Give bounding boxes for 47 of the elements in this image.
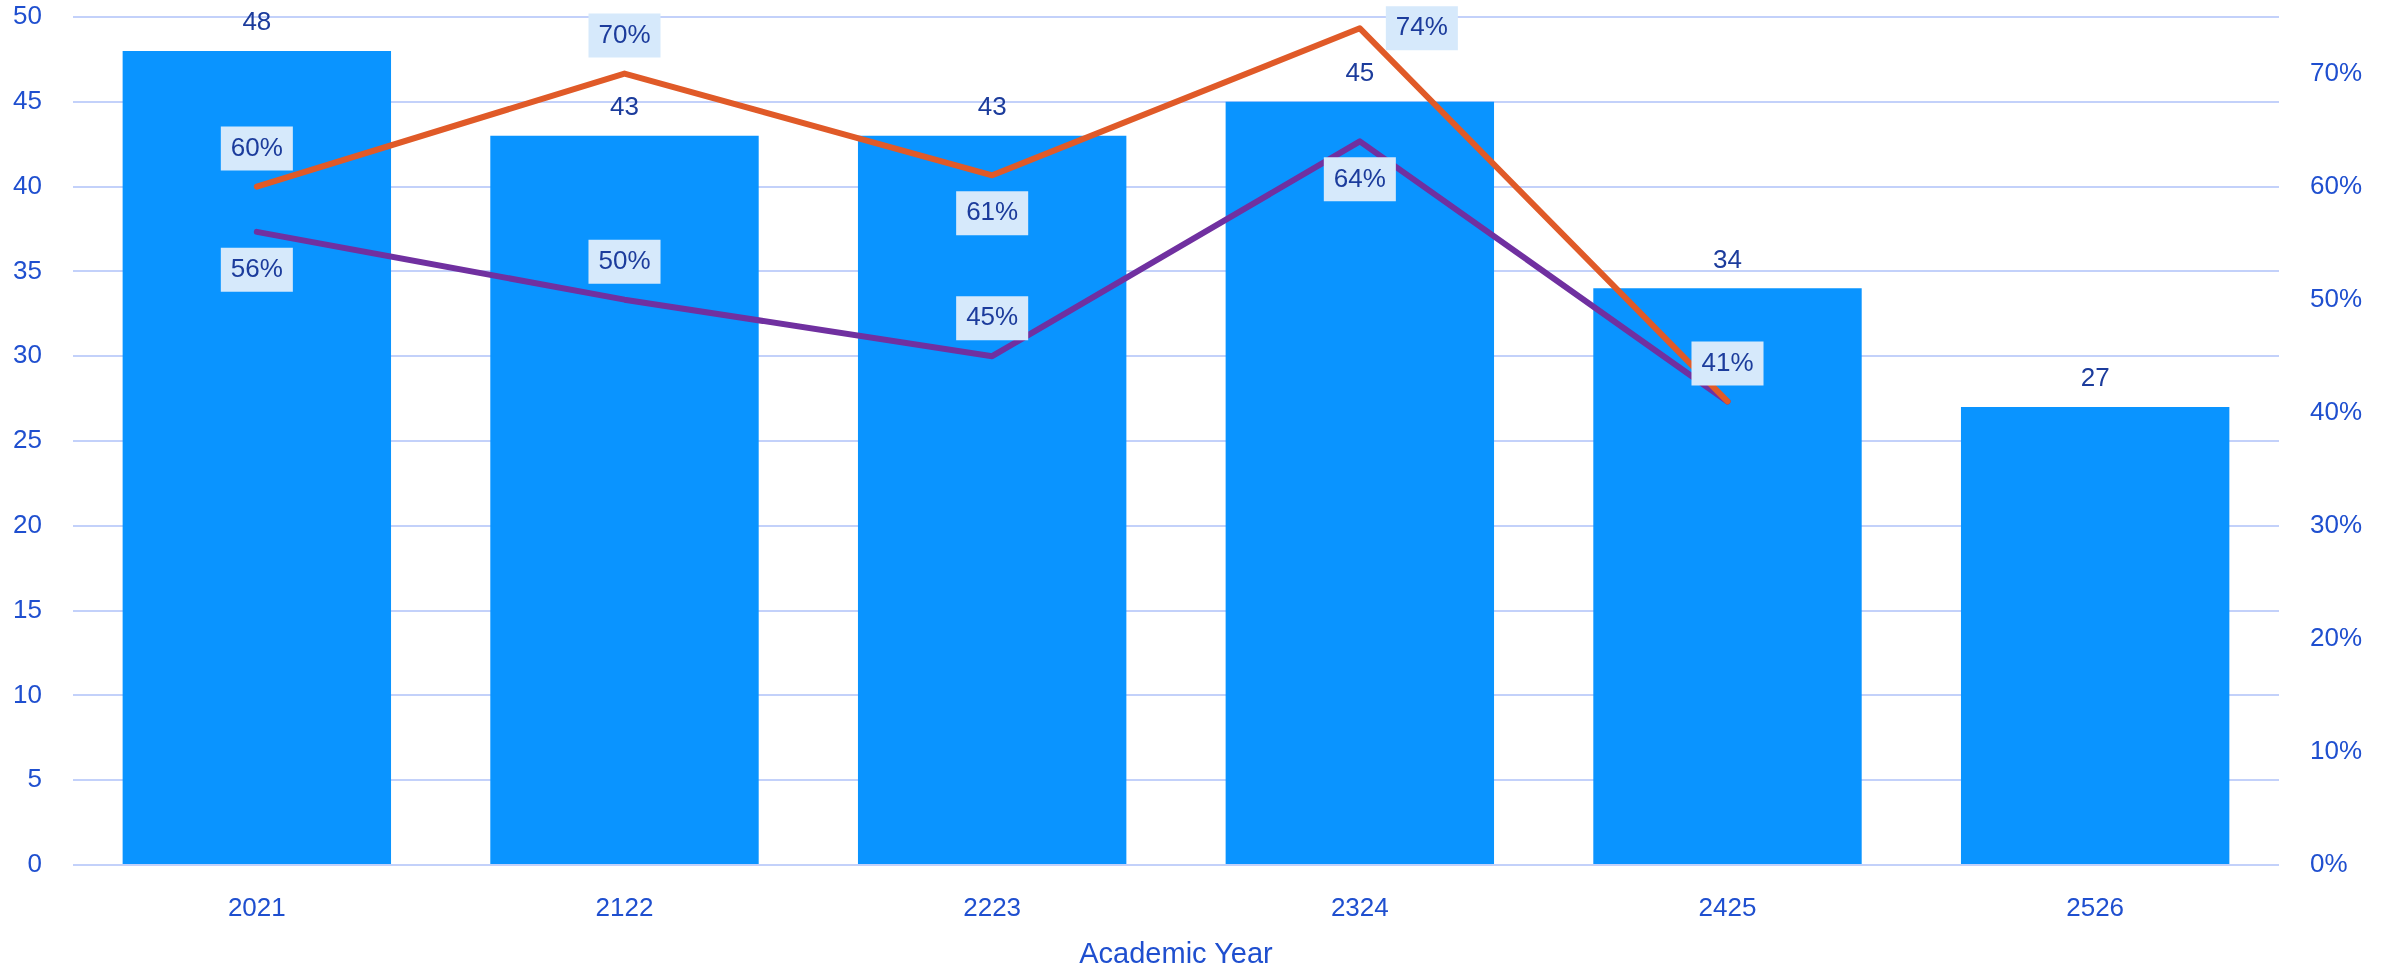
x-tick-label: 2122 [595,891,654,922]
y2-tick-label: 10% [2310,735,2363,766]
x-tick-label: 2223 [963,891,1022,922]
y-tick-label: 5 [27,763,42,794]
y2-tick-label: 60% [2310,169,2363,200]
data-label: 74% [1395,11,1448,42]
y-tick-label: 30 [13,339,42,370]
data-label: 70% [598,18,651,49]
data-label: 61% [966,196,1019,227]
y-tick-label: 45 [13,84,42,115]
data-label: 56% [230,253,283,283]
x-axis-title: Academic Year [1079,936,1274,969]
y2-tick-label: 70% [2310,56,2363,87]
bar [1960,407,2230,864]
x-tick-label: 2021 [227,891,286,922]
data-label: 34 [1713,243,1742,274]
data-label: 43 [977,90,1007,121]
x-tick-label: 2425 [1698,891,1757,922]
data-label: 60% [230,131,283,162]
bar [122,50,392,864]
bar [490,135,759,864]
y-tick-label: 15 [13,593,42,624]
y-tick-label: 35 [13,254,42,285]
data-label: 45 [1345,56,1375,87]
data-label: 50% [598,244,651,275]
x-tick-label: 2324 [1330,891,1389,922]
bar [1593,288,1862,864]
data-label: 27 [2080,362,2110,393]
y-tick-label: 40 [13,169,42,200]
data-label: 48 [242,6,272,37]
y2-tick-label: 40% [2310,395,2363,426]
y-tick-label: 50 [13,0,42,31]
data-label: 64% [1333,162,1386,193]
data-label: 41% [1701,346,1754,377]
x-tick-label: 2526 [2066,891,2125,922]
y2-tick-label: 30% [2310,508,2363,539]
y2-tick-label: 20% [2310,622,2363,653]
y-tick-label: 0 [27,848,42,879]
y2-tick-label: 50% [2310,282,2363,313]
bar [1225,101,1495,864]
bar [857,135,1127,864]
data-label: 43 [610,90,639,121]
y-tick-label: 25 [13,424,42,455]
data-label: 45% [966,301,1019,332]
y-tick-label: 20 [13,508,42,539]
y2-tick-label: 0% [2310,848,2348,879]
y-tick-label: 10 [13,678,42,709]
